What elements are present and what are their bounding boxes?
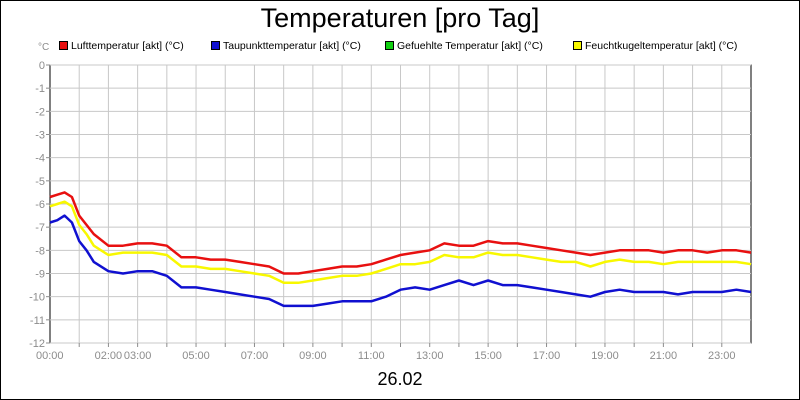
legend-label: Taupunkttemperatur [akt] (°C) [223, 40, 361, 52]
legend-swatch-yellow [573, 41, 582, 50]
x-tick-label: 03:00 [124, 350, 152, 362]
legend-item-taupunkttemperatur: Taupunkttemperatur [akt] (°C) [211, 39, 361, 53]
y-tick-label: -12 [29, 338, 45, 350]
legend-item-feuchtkugeltemperatur: Feuchtkugeltemperatur [akt] (°C) [573, 39, 737, 53]
y-tick-label: -8 [35, 245, 45, 257]
y-tick-label: -9 [35, 269, 45, 281]
x-tick-label: 07:00 [241, 350, 269, 362]
series-line-2 [49, 200, 752, 285]
y-tick-label: -10 [29, 292, 45, 304]
y-tick-label: -6 [35, 199, 45, 211]
x-axis-ticks: 00:00 02:00 03:00 05:00 07:00 09:00 11:00 13:00… [36, 343, 736, 362]
x-tick-label: 13:00 [416, 350, 444, 362]
legend-swatch-blue [211, 41, 220, 50]
y-tick-label: -1 [35, 83, 45, 95]
y-tick-label: -11 [30, 315, 45, 327]
y-tick-label: 0 [39, 60, 45, 72]
legend-item-lufttemperatur: Lufttemperatur [akt] (°C) [59, 39, 184, 53]
legend-label: Feuchtkugeltemperatur [akt] (°C) [585, 40, 738, 52]
x-tick-label: 00:00 [36, 350, 64, 362]
x-tick-label: 21:00 [650, 350, 678, 362]
gridlines [50, 64, 751, 344]
x-tick-label: 05:00 [182, 350, 210, 362]
x-tick-label: 15:00 [474, 350, 502, 362]
y-tick-label: -5 [35, 176, 45, 188]
legend-label: Lufttemperatur [akt] (°C) [71, 40, 184, 52]
x-tick-label: 23:00 [708, 350, 736, 362]
series-line-0 [49, 191, 752, 275]
y-tick-label: -3 [35, 130, 45, 142]
chart-title: Temperaturen [pro Tag] [260, 3, 540, 33]
legend-swatch-red [59, 41, 68, 50]
legend-label: Gefuehlte Temperatur [akt] (°C) [397, 40, 543, 52]
series-line-1 [49, 214, 752, 308]
y-axis-ticks: 0 -1 -2 -3 -4 -5 -6 -7 -8 -9 -10 -11 -12 [29, 60, 50, 350]
y-tick-label: -7 [35, 222, 45, 234]
x-tick-label: 02:00 [95, 350, 123, 362]
x-tick-label: 17:00 [533, 350, 561, 362]
legend-item-gefuehlte-temperatur: Gefuehlte Temperatur [akt] (°C) [385, 39, 543, 53]
date-label: 26.02 [377, 369, 423, 389]
x-tick-label: 19:00 [591, 350, 619, 362]
series-lines [49, 191, 752, 308]
legend-swatch-green [385, 41, 394, 50]
x-tick-label: 09:00 [299, 350, 327, 362]
y-tick-label: -4 [35, 153, 45, 165]
y-axis-unit: °C [38, 42, 50, 53]
x-tick-label: 11:00 [358, 350, 385, 362]
y-tick-label: -2 [35, 106, 45, 118]
